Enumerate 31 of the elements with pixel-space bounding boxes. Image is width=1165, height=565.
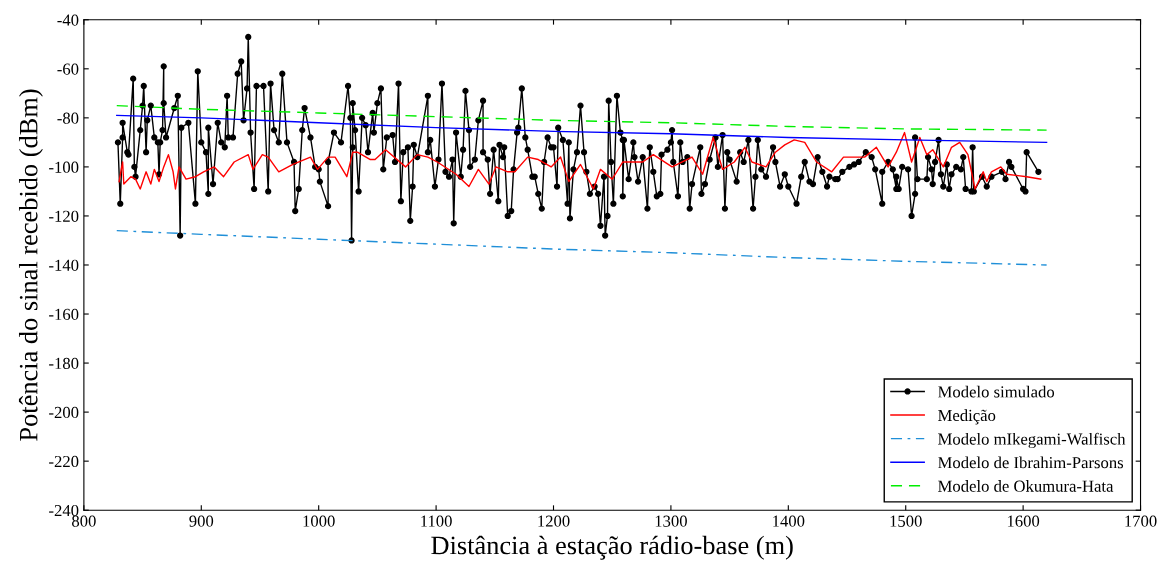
- y-tick-label: -140: [49, 259, 79, 271]
- y-tick-label: -120: [49, 210, 79, 222]
- line-series: [116, 114, 1048, 144]
- x-tick-label: 1500: [890, 515, 922, 527]
- x-tick-label: 1000: [303, 515, 335, 527]
- legend-label: Modelo de Okumura-Hata: [938, 480, 1114, 492]
- x-tick-label: 800: [72, 515, 96, 527]
- y-tick-label: -80: [57, 112, 79, 124]
- y-tick-label: -160: [49, 308, 79, 320]
- x-tick-label: 1400: [773, 515, 805, 527]
- x-tick-label: 900: [189, 515, 214, 527]
- y-tick-label: -40: [57, 14, 79, 26]
- legend-label: Modelo simulado: [938, 385, 1055, 398]
- x-tick-label: 1300: [655, 515, 687, 527]
- x-tick-label: 1600: [1007, 515, 1040, 527]
- y-tick-label: -200: [49, 406, 79, 419]
- line-series: [116, 229, 1048, 266]
- x-axis-title: Distância à estação rádio-base (m): [431, 535, 793, 560]
- y-tick-label: -180: [49, 357, 79, 370]
- legend-label: Modelo de Ibrahim-Parsons: [938, 456, 1124, 469]
- x-tick-label: 1100: [421, 515, 452, 527]
- x-tick-label: 1700: [1125, 515, 1157, 527]
- y-axis-title: Potência do sinal recebido (dBm): [18, 89, 43, 441]
- y-tick-label: -60: [57, 63, 79, 75]
- x-tick-label: 1200: [538, 515, 570, 527]
- legend-label: Modelo mIkegami-Walfisch: [938, 432, 1126, 449]
- y-tick-label: -220: [49, 455, 79, 468]
- y-tick-label: -100: [49, 161, 79, 173]
- legend-label: Medição: [938, 409, 996, 425]
- y-tick-label: -240: [49, 504, 79, 517]
- line-series: [116, 104, 1048, 131]
